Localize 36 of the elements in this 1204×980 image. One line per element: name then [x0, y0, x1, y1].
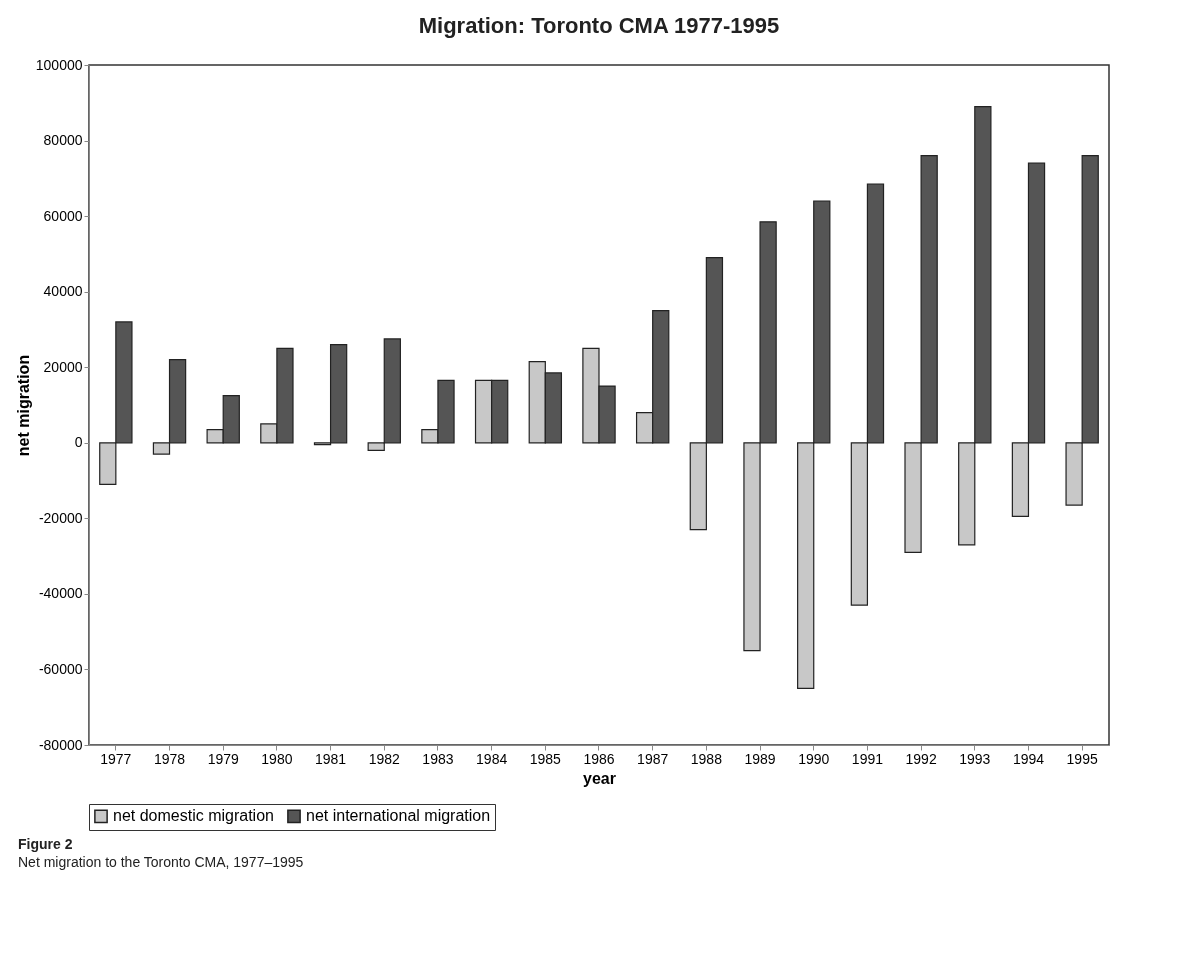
text: Net migration to the Toronto CMA, 1977–1995 [18, 854, 305, 870]
x-tick-label: 1988 [690, 750, 723, 767]
y-tick-label: 80000 [43, 132, 83, 149]
x-tick-label: 1987 [637, 750, 669, 767]
x-tick-label: 1981 [315, 750, 347, 767]
x-tick-label: 1977 [100, 750, 132, 767]
y-tick-label: 20000 [43, 358, 83, 375]
caption: Figure 2 [18, 836, 74, 852]
legend-label: net domestic migration [113, 807, 274, 825]
x-tick-label: 1985 [529, 750, 562, 767]
y-tick-label: -80000 [38, 736, 83, 753]
x-tick-label: 1980 [261, 750, 293, 767]
x-tick-label: 1993 [959, 750, 991, 767]
x-tick-label: 1979 [207, 750, 239, 767]
x-tick-label: 1991 [851, 750, 884, 767]
chart-title: Migration: Toronto CMA 1977-1995 [418, 13, 780, 38]
x-tick-label: 1990 [798, 750, 830, 767]
x-tick-label: 1986 [583, 750, 615, 767]
y-tick-label: -20000 [38, 509, 83, 526]
y-tick-label: 100000 [35, 56, 83, 73]
x-tick-label: 1995 [1066, 750, 1098, 767]
x-tick-label: 1992 [905, 750, 937, 767]
x-tick-label: 1983 [422, 750, 454, 767]
y-tick-label: 40000 [43, 283, 83, 300]
x-axis-title: year [583, 769, 616, 787]
x-tick-label: 1984 [476, 750, 508, 767]
y-tick-label: -60000 [38, 660, 83, 677]
y-tick-label: -40000 [38, 585, 83, 602]
y-axis-title: net migration [14, 354, 32, 457]
legend-label: net international migration [306, 807, 491, 825]
y-tick-label: 60000 [43, 207, 83, 224]
y-tick-label: 0 [74, 434, 83, 451]
x-tick-label: 1982 [368, 750, 401, 767]
x-tick-label: 1989 [744, 750, 776, 767]
x-tick-label: 1994 [1012, 750, 1045, 767]
x-tick-label: 1978 [153, 750, 186, 767]
